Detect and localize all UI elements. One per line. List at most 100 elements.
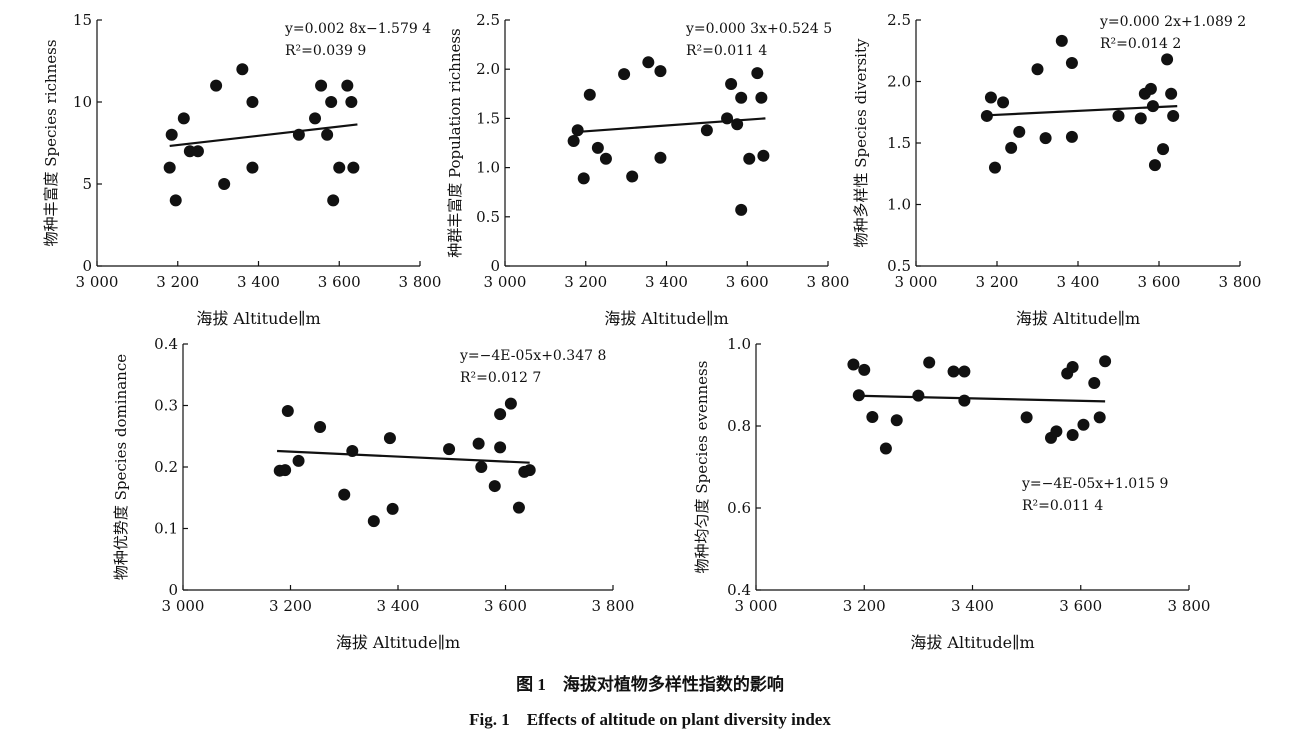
y-tick-label: 0.2 (154, 458, 178, 476)
x-tick-label: 3 800 (1219, 273, 1262, 291)
data-point (947, 365, 960, 378)
trend-line (277, 449, 530, 464)
data-point (1112, 109, 1125, 122)
data-point (236, 63, 249, 76)
data-point (1055, 34, 1068, 47)
x-tick-label: 3 600 (318, 273, 361, 291)
data-point (165, 128, 178, 141)
data-point (345, 96, 358, 108)
x-tick-label: 3 800 (592, 597, 635, 615)
regression-equation: y=−4E-05x+1.015 9 (1021, 476, 1168, 492)
x-tick-label: 3 000 (162, 597, 205, 615)
data-point (755, 91, 768, 104)
data-point (1005, 141, 1018, 154)
data-point (988, 161, 1001, 174)
y-tick-label: 0.5 (887, 257, 911, 275)
data-point (1050, 425, 1063, 438)
data-point (292, 128, 305, 141)
figure-caption-chinese: 图 1 海拔对植物多样性指数的影响 (516, 675, 784, 694)
y-axis-label: 物种优势度 Species dominance (112, 354, 130, 580)
r-squared-label: R²=0.014 2 (1100, 36, 1181, 52)
x-tick-label: 3 400 (377, 597, 420, 615)
data-point (591, 141, 604, 154)
x-tick-label: 3 200 (564, 273, 607, 291)
data-point (347, 161, 360, 174)
y-tick-label: 2.5 (476, 11, 500, 29)
data-point (599, 152, 612, 165)
y-tick-label: 1.0 (887, 196, 911, 214)
data-point (923, 356, 936, 369)
y-tick-label: 2.0 (887, 73, 911, 91)
data-point (1066, 429, 1079, 442)
panel-4: 3 000 3 200 3 400 3 600 3 800 0 0.1 0.2 0.3 0.4 海拔… (112, 335, 634, 652)
y-tick-label: 0.6 (727, 499, 751, 517)
data-point (309, 112, 322, 125)
y-axis-label: 物种多样性 Species diversity (852, 38, 870, 248)
data-point (1088, 376, 1101, 389)
data-point (475, 461, 488, 473)
data-point (735, 203, 748, 216)
data-point (338, 488, 351, 501)
data-point (757, 149, 770, 162)
data-point (583, 88, 596, 101)
data-point (346, 445, 359, 458)
data-point (341, 79, 354, 92)
data-point (618, 68, 631, 81)
data-point (1157, 143, 1170, 156)
data-point (1066, 360, 1079, 373)
trend-line (169, 123, 358, 148)
r-squared-label: R²=0.012 7 (460, 370, 541, 386)
data-point (751, 67, 764, 80)
y-tick-label: 0.4 (727, 581, 751, 599)
data-point (1148, 159, 1161, 172)
data-point (1165, 87, 1178, 100)
data-point (1013, 125, 1026, 138)
r-squared-label: R²=0.039 9 (285, 43, 366, 59)
y-tick-label: 2.5 (887, 11, 911, 29)
y-tick-label: 1.0 (476, 159, 500, 177)
data-point (314, 421, 327, 434)
data-point (1161, 53, 1174, 66)
panel-5: 3 000 3 200 3 400 3 600 3 800 0.4 0.6 0.8 1.0 海拔 … (693, 335, 1210, 652)
data-point (523, 464, 536, 477)
x-tick-label: 3 400 (237, 273, 280, 291)
data-point (333, 161, 346, 174)
regression-equation: y=−4E-05x+0.347 8 (459, 348, 606, 364)
data-point (315, 79, 328, 92)
y-tick-label: 0.5 (476, 208, 500, 226)
x-axis-label: 海拔 Altitude∥m (336, 633, 460, 652)
data-point (879, 442, 892, 455)
regression-equation: y=0.002 8x−1.579 4 (284, 21, 431, 37)
data-point (246, 161, 259, 174)
data-point (210, 79, 223, 92)
data-point (292, 454, 305, 467)
figure-caption-english: Fig. 1 Effects of altitude on plant dive… (469, 710, 831, 729)
data-point (218, 178, 231, 190)
data-point (912, 389, 925, 402)
data-point (1039, 132, 1052, 145)
data-point (1167, 109, 1180, 122)
data-point (1065, 130, 1078, 143)
r-squared-label: R²=0.011 4 (1022, 498, 1103, 514)
y-tick-label: 0 (82, 257, 92, 275)
x-tick-label: 3 200 (976, 273, 1019, 291)
data-point (1031, 63, 1044, 76)
data-point (504, 397, 517, 410)
y-axis-label: 种群丰富度 Population richness (446, 28, 464, 258)
x-axis-label: 海拔 Altitude∥m (196, 309, 320, 328)
data-point (980, 109, 993, 122)
panel-1: 3 000 3 200 3 400 3 600 3 800 0 5 10 15 海拔 Altitu… (42, 11, 441, 328)
data-point (866, 410, 879, 423)
x-tick-label: 3 400 (645, 273, 688, 291)
data-point (281, 405, 294, 418)
x-tick-label: 3 800 (399, 273, 442, 291)
data-point (1099, 355, 1112, 368)
data-point (577, 172, 590, 185)
x-axis-label: 海拔 Altitude∥m (1016, 309, 1140, 328)
data-point (642, 56, 655, 69)
data-point (1065, 57, 1078, 70)
data-point (191, 145, 204, 158)
data-point (163, 161, 176, 174)
x-tick-label: 3 400 (1057, 273, 1100, 291)
